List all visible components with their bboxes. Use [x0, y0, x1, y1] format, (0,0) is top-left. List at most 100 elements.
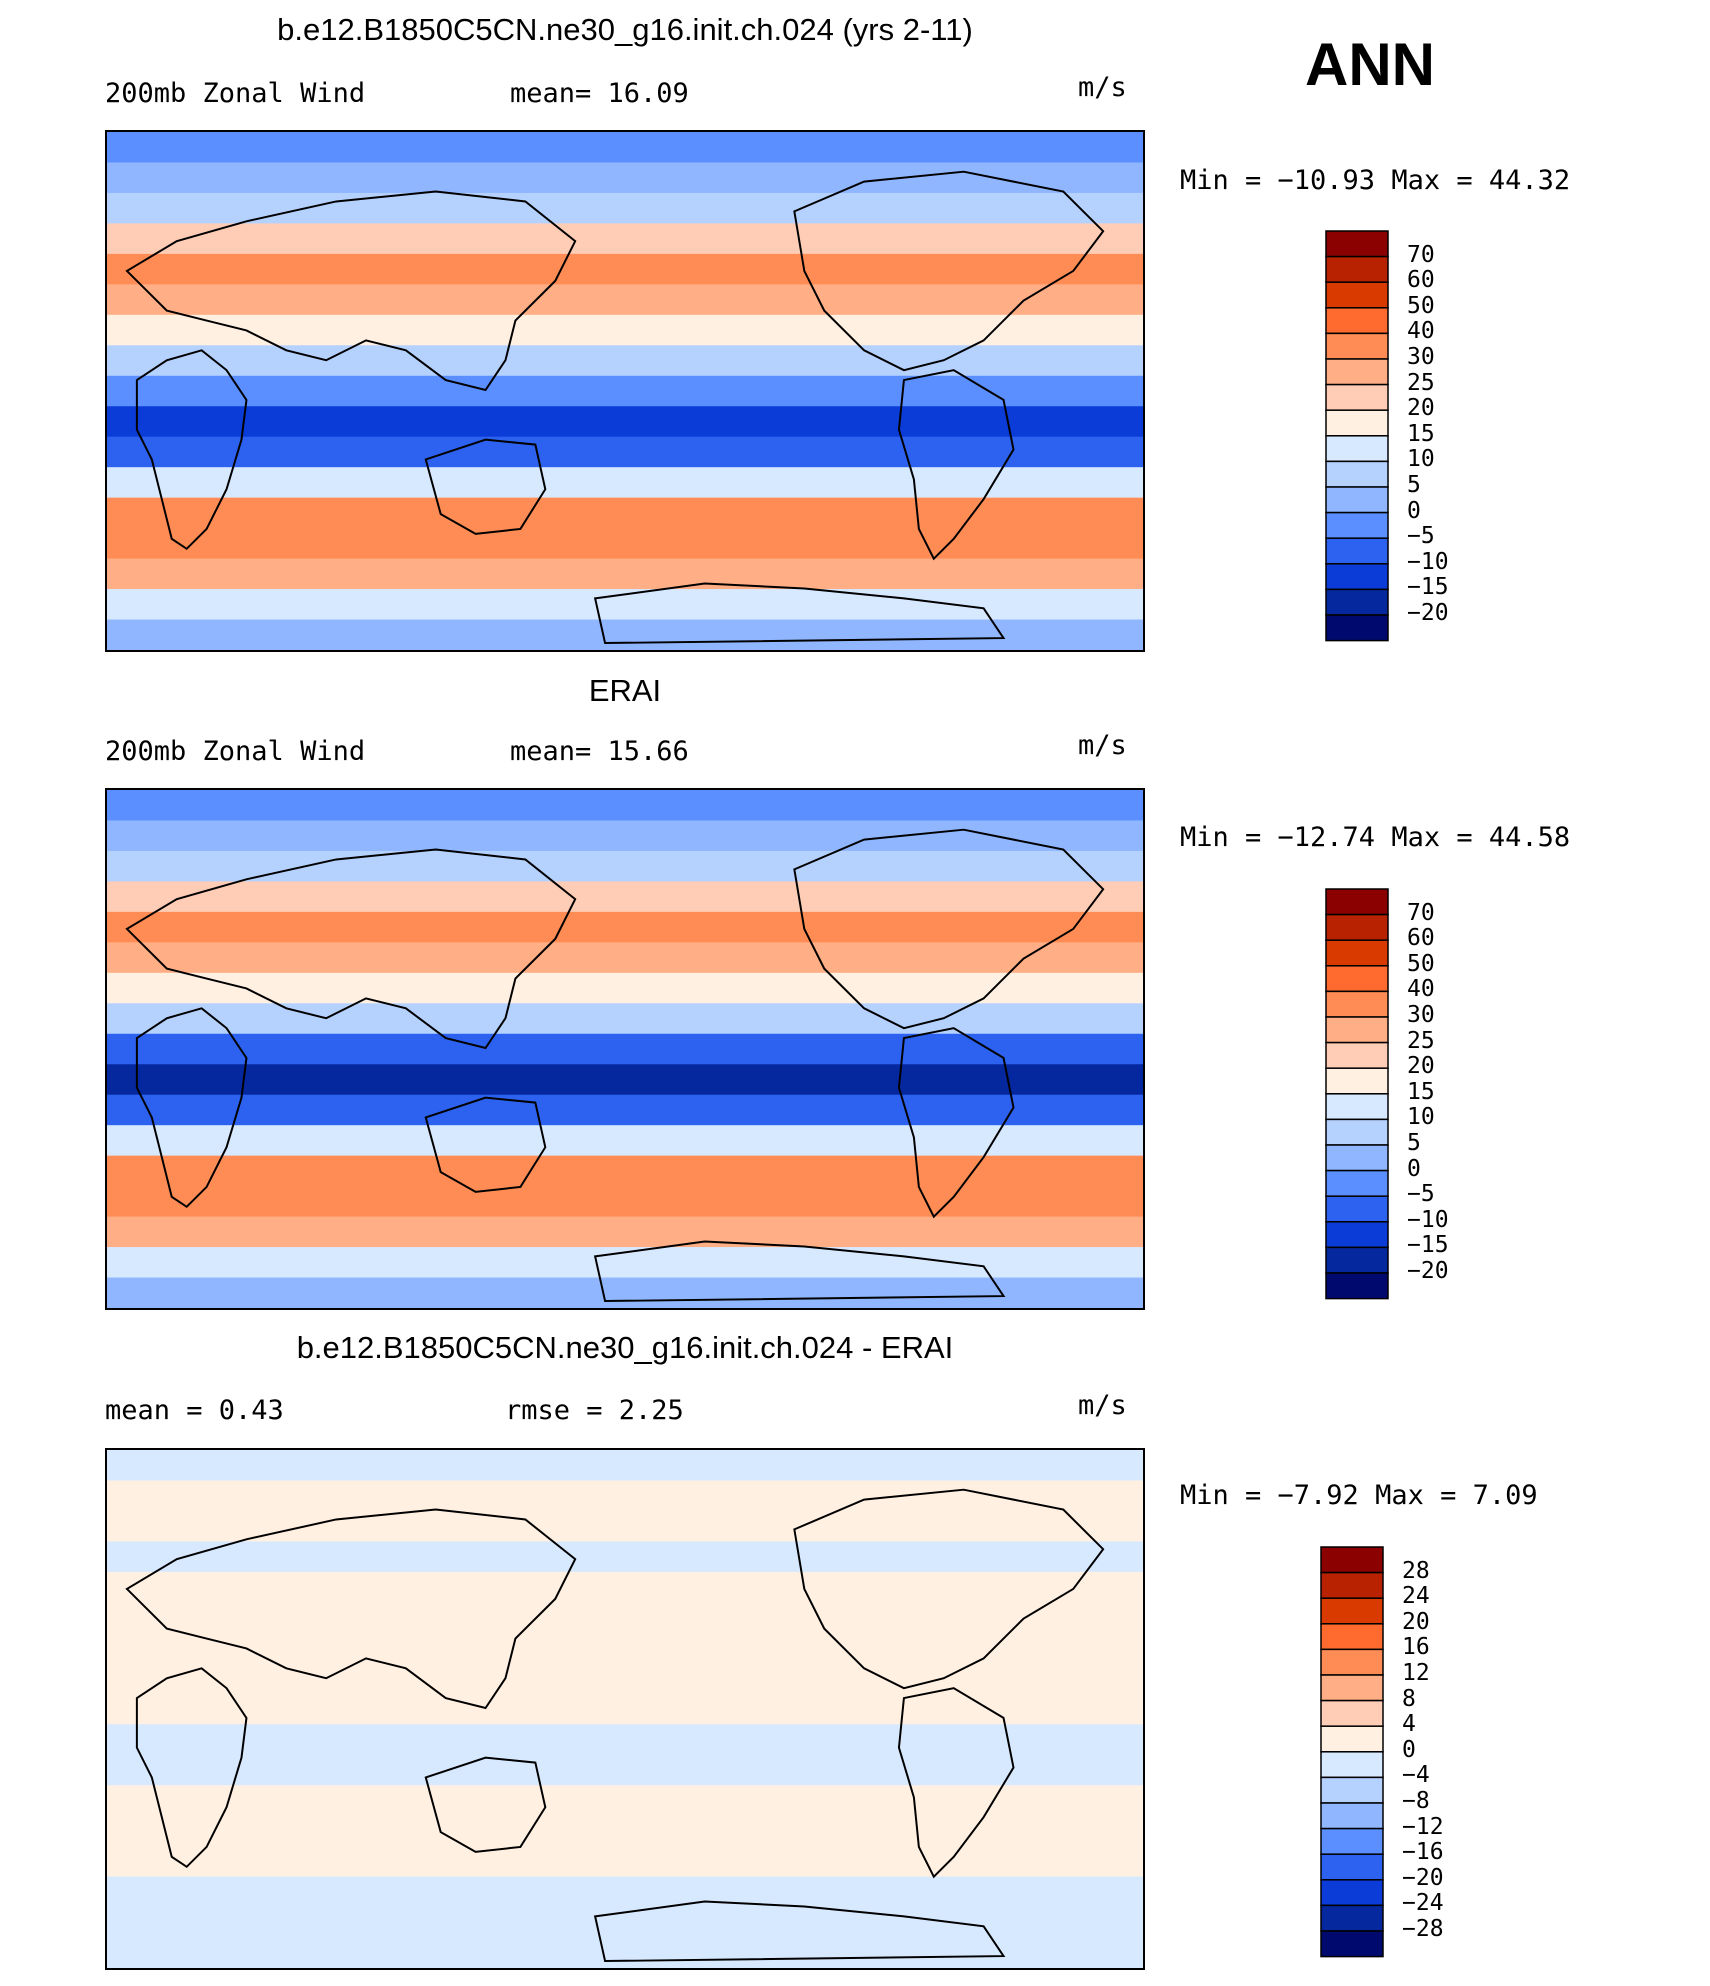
colorbar-tick-label: 12 [1402, 1660, 1430, 1686]
coastline [424, 1756, 547, 1853]
latitude-band [107, 1571, 1143, 1604]
colorbar-tick-label: 40 [1407, 976, 1435, 1003]
colorbar-tick-label: −20 [1402, 1864, 1444, 1891]
colorbar-swatch [1320, 1546, 1384, 1574]
colorbar-swatch [1325, 358, 1389, 386]
colorbar-tick-label: −4 [1402, 1762, 1430, 1789]
latitude-band [107, 436, 1143, 469]
colorbar-tick-label: −15 [1407, 1232, 1449, 1259]
colorbar-swatch [1325, 1272, 1389, 1300]
colorbar-swatch [1320, 1648, 1384, 1676]
colorbar-swatch [1325, 511, 1389, 539]
colorbar-swatch [1320, 1623, 1384, 1651]
latitude-band [107, 619, 1143, 650]
colorbar-swatch [1325, 255, 1389, 283]
colorbar-swatch [1325, 435, 1389, 463]
panel-title: ERAI [588, 673, 662, 708]
colorbar-tick-label: 15 [1407, 420, 1435, 447]
latitude-band [107, 1277, 1143, 1308]
colorbar-tick-label: 20 [1402, 1608, 1430, 1635]
coastline [125, 1508, 577, 1710]
coastline [793, 1488, 1105, 1690]
units-label: m/s [1078, 1390, 1127, 1421]
latitude-band [107, 132, 1143, 164]
colorbar-swatch [1320, 1904, 1384, 1932]
panel-title: b.e12.B1850C5CN.ne30_g16.init.ch.024 (yr… [277, 12, 973, 47]
latitude-band [107, 284, 1143, 316]
latitude-band [107, 820, 1143, 852]
colorbar-tick-label: −28 [1402, 1916, 1444, 1942]
latitude-band [107, 1216, 1143, 1249]
minmax-label: Min = −12.74 Max = 44.58 [1180, 822, 1571, 853]
colorbar-tick-label: 0 [1407, 1155, 1421, 1182]
colorbar-swatch [1325, 486, 1389, 514]
colorbar-swatch [1325, 1067, 1389, 1095]
colorbar-swatch [1320, 1802, 1384, 1830]
latitude-band [107, 1815, 1143, 1848]
colorbar-tick-label: 8 [1402, 1685, 1416, 1712]
colorbar-tick-label: 60 [1407, 267, 1435, 294]
left-label: 200mb Zonal Wind [105, 78, 366, 109]
colorbar-tick-label: −16 [1402, 1839, 1444, 1866]
latitude-band [107, 790, 1143, 822]
latitude-band [107, 345, 1143, 377]
panel-title: b.e12.B1850C5CN.ne30_g16.init.ch.024 - E… [296, 1330, 954, 1365]
latitude-band [107, 942, 1143, 974]
latitude-band [107, 1754, 1143, 1787]
colorbar-swatch [1325, 563, 1389, 591]
colorbar-tick-label: 25 [1407, 1027, 1435, 1054]
latitude-band [107, 1724, 1143, 1756]
coastline [793, 170, 1105, 372]
colorbar-swatch [1320, 1827, 1384, 1855]
coastline [135, 349, 248, 551]
units-label: m/s [1078, 730, 1127, 761]
contour-map [105, 788, 1145, 1310]
colorbar-swatch [1320, 1930, 1384, 1958]
colorbar-tick-label: 4 [1402, 1711, 1416, 1738]
colorbar-swatch [1325, 383, 1389, 411]
colorbar-tick-label: 20 [1407, 1053, 1435, 1080]
colorbar-tick-label: 50 [1407, 950, 1435, 977]
latitude-band [107, 497, 1143, 530]
latitude-band [107, 1937, 1143, 1968]
colorbar-swatch [1320, 1725, 1384, 1753]
coastline [135, 1667, 248, 1869]
colorbar-tick-label: −24 [1402, 1890, 1444, 1917]
season-label: ANN [1305, 31, 1435, 98]
colorbar-tick-label: 70 [1407, 241, 1435, 268]
colorbar-tick-label: 10 [1407, 446, 1435, 473]
latitude-band [107, 1450, 1143, 1482]
colorbar-swatch [1325, 913, 1389, 941]
colorbar-swatch [1320, 1879, 1384, 1907]
latitude-band [107, 1125, 1143, 1157]
latitude-band [107, 162, 1143, 194]
latitude-band [107, 1541, 1143, 1573]
colorbar-swatch [1325, 1221, 1389, 1249]
colorbar-swatch [1325, 307, 1389, 335]
colorbar-swatch [1325, 888, 1389, 916]
minmax-label: Min = −7.92 Max = 7.09 [1180, 1480, 1538, 1511]
coastline [593, 1240, 1006, 1303]
latitude-band [107, 1155, 1143, 1188]
colorbar-swatch [1325, 537, 1389, 565]
colorbar-swatch [1325, 939, 1389, 967]
latitude-band [107, 406, 1143, 438]
latitude-band [107, 314, 1143, 347]
coastline [593, 1900, 1006, 1963]
colorbar-swatch [1325, 1118, 1389, 1146]
latitude-band [107, 881, 1143, 913]
latitude-band [107, 528, 1143, 560]
latitude-band [107, 1876, 1143, 1909]
colorbar-swatch [1325, 1246, 1389, 1274]
colorbar-swatch [1320, 1751, 1384, 1779]
colorbar-swatch [1325, 1195, 1389, 1223]
colorbar-tick-label: −5 [1407, 1181, 1435, 1208]
left-label: mean = 0.43 [105, 1395, 284, 1426]
mean-label: mean= 16.09 [510, 78, 689, 109]
latitude-band [107, 1602, 1143, 1634]
colorbar-tick-label: 60 [1407, 925, 1435, 952]
colorbar-tick-label: 0 [1407, 497, 1421, 524]
colorbar-tick-label: 30 [1407, 1002, 1435, 1028]
latitude-band [107, 972, 1143, 1005]
coastline [125, 190, 577, 392]
